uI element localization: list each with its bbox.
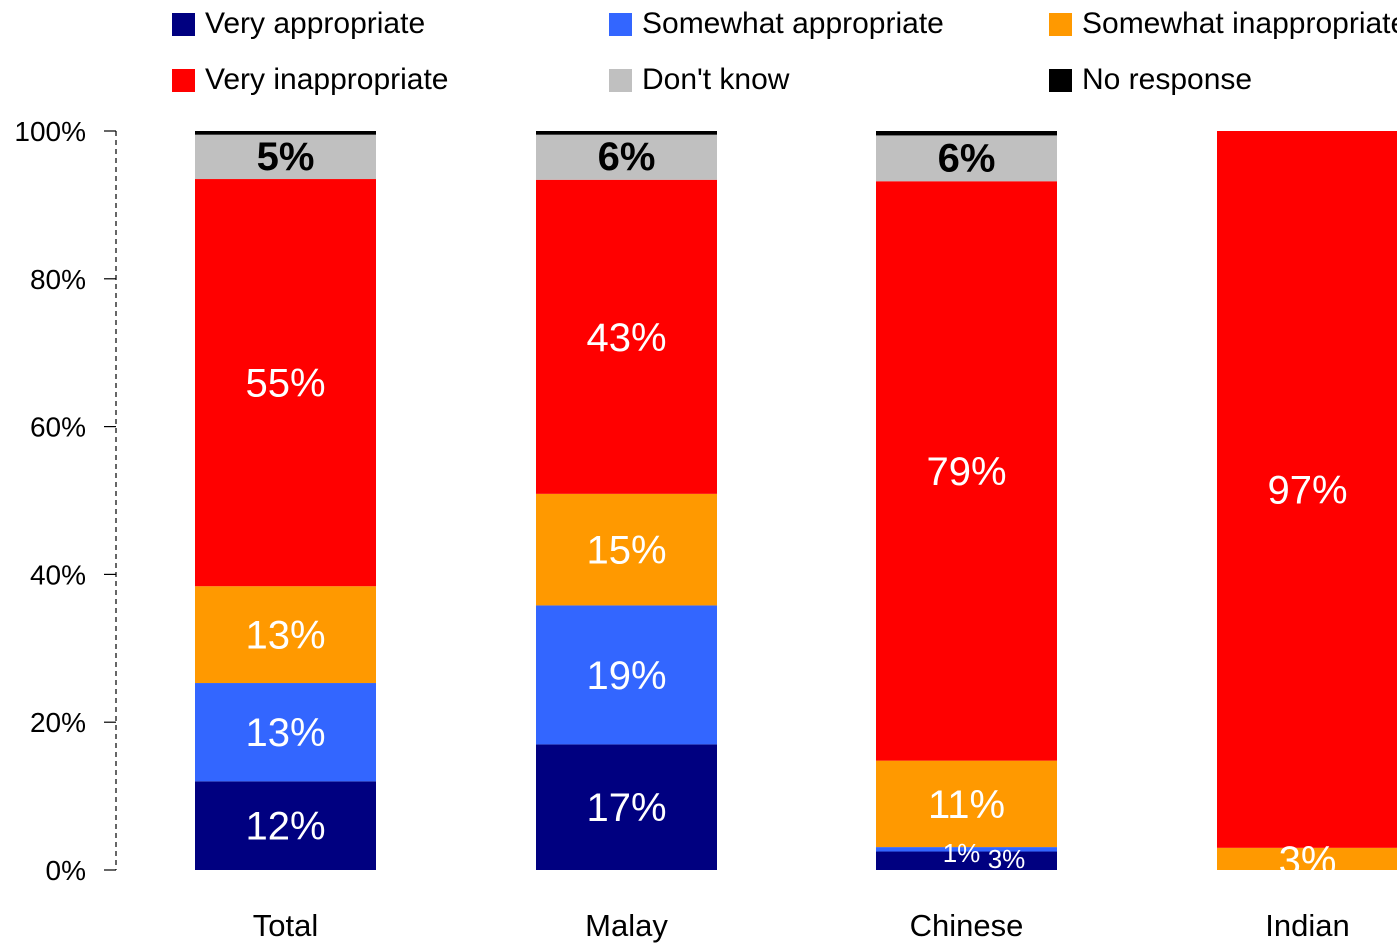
bar-chinese-very-appropriate — [876, 851, 1057, 870]
bar-chinese-don-t-know — [876, 135, 1057, 182]
legend-swatch-don-t-know — [609, 69, 632, 92]
category-label-chinese: Chinese — [910, 908, 1024, 943]
bar-total-somewhat-appropriate — [195, 683, 376, 782]
bar-total-no-response — [195, 131, 376, 135]
legend-swatch-no-response — [1049, 69, 1072, 92]
legend-label-somewhat-inappropriate: Somewhat inappropriate — [1082, 7, 1397, 40]
data-label-chinese-very-appropriate: 3% — [988, 844, 1026, 874]
y-tick-label: 40% — [30, 559, 86, 590]
data-label-malay-somewhat-appropriate: 19% — [586, 654, 666, 698]
data-label-total-very-inappropriate: 55% — [245, 362, 325, 406]
bar-chinese-somewhat-appropriate — [876, 847, 1057, 852]
data-label-chinese-very-inappropriate: 79% — [926, 450, 1006, 494]
bar-total-very-appropriate — [195, 781, 376, 870]
bar-malay-don-t-know — [536, 134, 717, 180]
data-label-total-somewhat-appropriate: 13% — [245, 711, 325, 755]
legend-label-don-t-know: Don't know — [642, 63, 790, 96]
legend-swatch-very-inappropriate — [172, 69, 195, 92]
data-label-malay-very-inappropriate: 43% — [586, 316, 666, 360]
data-label-chinese-somewhat-appropriate: 1% — [943, 838, 981, 868]
data-label-malay-very-appropriate: 17% — [586, 786, 666, 830]
y-tick-label: 20% — [30, 707, 86, 738]
bar-malay-very-inappropriate — [536, 179, 717, 494]
data-label-total-don-t-know: 5% — [257, 135, 315, 179]
bar-malay-no-response — [536, 131, 717, 135]
legend-label-very-appropriate: Very appropriate — [205, 7, 425, 40]
bar-chinese-very-inappropriate — [876, 181, 1057, 761]
bar-malay-very-appropriate — [536, 744, 717, 870]
bar-malay-somewhat-appropriate — [536, 605, 717, 745]
data-label-indian-somewhat-inappropriate: 3% — [1279, 839, 1337, 883]
y-tick-label: 80% — [30, 264, 86, 295]
legend-swatch-very-appropriate — [172, 13, 195, 36]
bar-chinese-no-response — [876, 131, 1057, 136]
category-label-total: Total — [253, 908, 318, 943]
legend-swatch-somewhat-appropriate — [609, 13, 632, 36]
category-label-indian: Indian — [1265, 908, 1349, 943]
bar-total-very-inappropriate — [195, 179, 376, 587]
data-label-indian-very-inappropriate: 97% — [1267, 468, 1347, 512]
data-label-malay-don-t-know: 6% — [598, 135, 656, 179]
legend: Very appropriate Somewhat appropriate Some… — [172, 7, 1397, 96]
y-tick-label: 0% — [46, 855, 86, 886]
bar-indian-somewhat-inappropriate — [1217, 847, 1397, 870]
data-label-total-very-appropriate: 12% — [245, 805, 325, 849]
category-labels: Total Malay Chinese Indian — [253, 908, 1350, 943]
legend-label-no-response: No response — [1082, 63, 1252, 96]
legend-swatch-somewhat-inappropriate — [1049, 13, 1072, 36]
bar-chinese-somewhat-inappropriate — [876, 760, 1057, 848]
category-label-malay: Malay — [585, 908, 668, 943]
y-tick-label: 60% — [30, 412, 86, 443]
legend-label-somewhat-appropriate: Somewhat appropriate — [642, 7, 944, 40]
data-label-chinese-somewhat-inappropriate: 11% — [928, 783, 1005, 827]
data-label-total-somewhat-inappropriate: 13% — [245, 614, 325, 658]
bar-total-don-t-know — [195, 134, 376, 180]
y-axis: 0% 20% 40% 60% 80% 100% — [14, 116, 117, 886]
bar-indian-very-inappropriate — [1217, 131, 1397, 848]
legend-label-very-inappropriate: Very inappropriate — [205, 63, 449, 96]
bar-total-somewhat-inappropriate — [195, 586, 376, 684]
bars: 12%13%13%55%5%17%19%15%43%6%3%1%11%79%6%… — [195, 131, 1397, 883]
data-label-chinese-don-t-know: 6% — [938, 136, 996, 180]
data-label-malay-somewhat-inappropriate: 15% — [586, 529, 666, 573]
bar-malay-somewhat-inappropriate — [536, 493, 717, 606]
y-tick-label: 100% — [14, 116, 86, 147]
